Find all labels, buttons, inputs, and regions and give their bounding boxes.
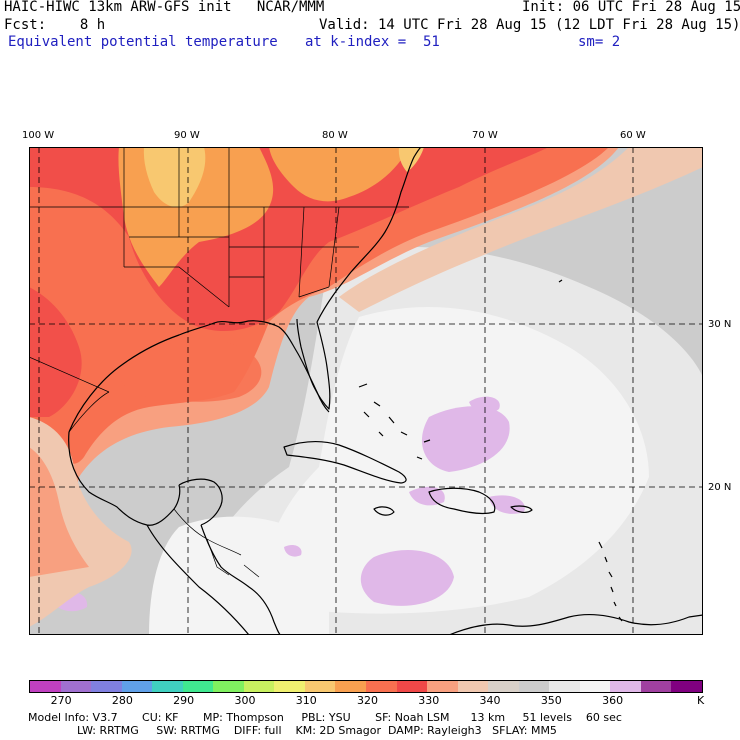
colorbar-segment xyxy=(488,681,519,692)
colorbar-segment xyxy=(457,681,489,692)
colorbar-tick-label: 350 xyxy=(540,694,562,707)
colorbar-segment xyxy=(366,681,397,692)
colorbar-segment xyxy=(335,681,367,692)
theta-e-field xyxy=(29,147,703,635)
colorbar-segment xyxy=(243,681,275,692)
init-time: Init: 06 UTC Fri 28 Aug 15 xyxy=(522,0,740,15)
colorbar-segment xyxy=(427,681,458,692)
colorbar-segment xyxy=(304,681,336,692)
colorbar-tick-label: 360 xyxy=(602,694,624,707)
colorbar-segment xyxy=(610,681,641,692)
colorbar-segment xyxy=(640,681,672,692)
colorbar-segment xyxy=(121,681,153,692)
colorbar-tick-label: 330 xyxy=(418,694,440,707)
colorbar-tick-label: 340 xyxy=(479,694,501,707)
colorbar-segment xyxy=(182,681,214,692)
valid-time: Valid: 14 UTC Fri 28 Aug 15 (12 LDT Fri … xyxy=(319,17,740,33)
lon-label-90w: 90 W xyxy=(174,130,200,141)
colorbar-segment xyxy=(518,681,550,692)
coastlines xyxy=(68,147,703,635)
colorbar-tick-label: 290 xyxy=(173,694,195,707)
model-title: HAIC-HIWC 13km ARW-GFS init NCAR/MMM xyxy=(4,0,325,15)
forecast-hour: Fcst: 8 h xyxy=(4,17,106,33)
colorbar-segment xyxy=(274,681,305,692)
colorbar-segment xyxy=(91,681,122,692)
colorbar-segment xyxy=(671,681,703,692)
level-info: at k-index = 51 xyxy=(305,34,440,50)
colorbar-segment xyxy=(30,681,61,692)
model-info-line-2: LW: RRTMG SW: RRTMG DIFF: full KM: 2D Sm… xyxy=(28,724,557,737)
theta-e-map xyxy=(29,147,703,635)
colorbar-tick-label: 310 xyxy=(295,694,317,707)
lat-lon-grid xyxy=(29,147,703,635)
field-name: Equivalent potential temperature xyxy=(8,34,278,50)
colorbar-segment xyxy=(579,681,611,692)
model-info-line-1: Model Info: V3.7 CU: KF MP: Thompson PBL… xyxy=(28,711,622,724)
lon-label-70w: 70 W xyxy=(472,130,498,141)
lat-label-30n: 30 N xyxy=(708,319,732,330)
colorbar-segment xyxy=(60,681,92,692)
colorbar-segment xyxy=(213,681,244,692)
colorbar-segment xyxy=(549,681,580,692)
colorbar-unit: K xyxy=(697,694,705,707)
colorbar xyxy=(29,680,703,693)
political-borders xyxy=(29,147,409,578)
lon-label-60w: 60 W xyxy=(620,130,646,141)
colorbar-segment xyxy=(396,681,428,692)
colorbar-segment xyxy=(152,681,183,692)
colorbar-tick-label: 320 xyxy=(357,694,378,707)
colorbar-tick-label: 280 xyxy=(111,694,133,707)
colorbar-tick-label: 300 xyxy=(234,694,256,707)
lon-label-100w: 100 W xyxy=(22,130,55,141)
smoothing-info: sm= 2 xyxy=(578,34,621,50)
lat-label-20n: 20 N xyxy=(708,482,732,493)
colorbar-tick-label: 270 xyxy=(50,694,72,707)
lon-label-80w: 80 W xyxy=(322,130,348,141)
